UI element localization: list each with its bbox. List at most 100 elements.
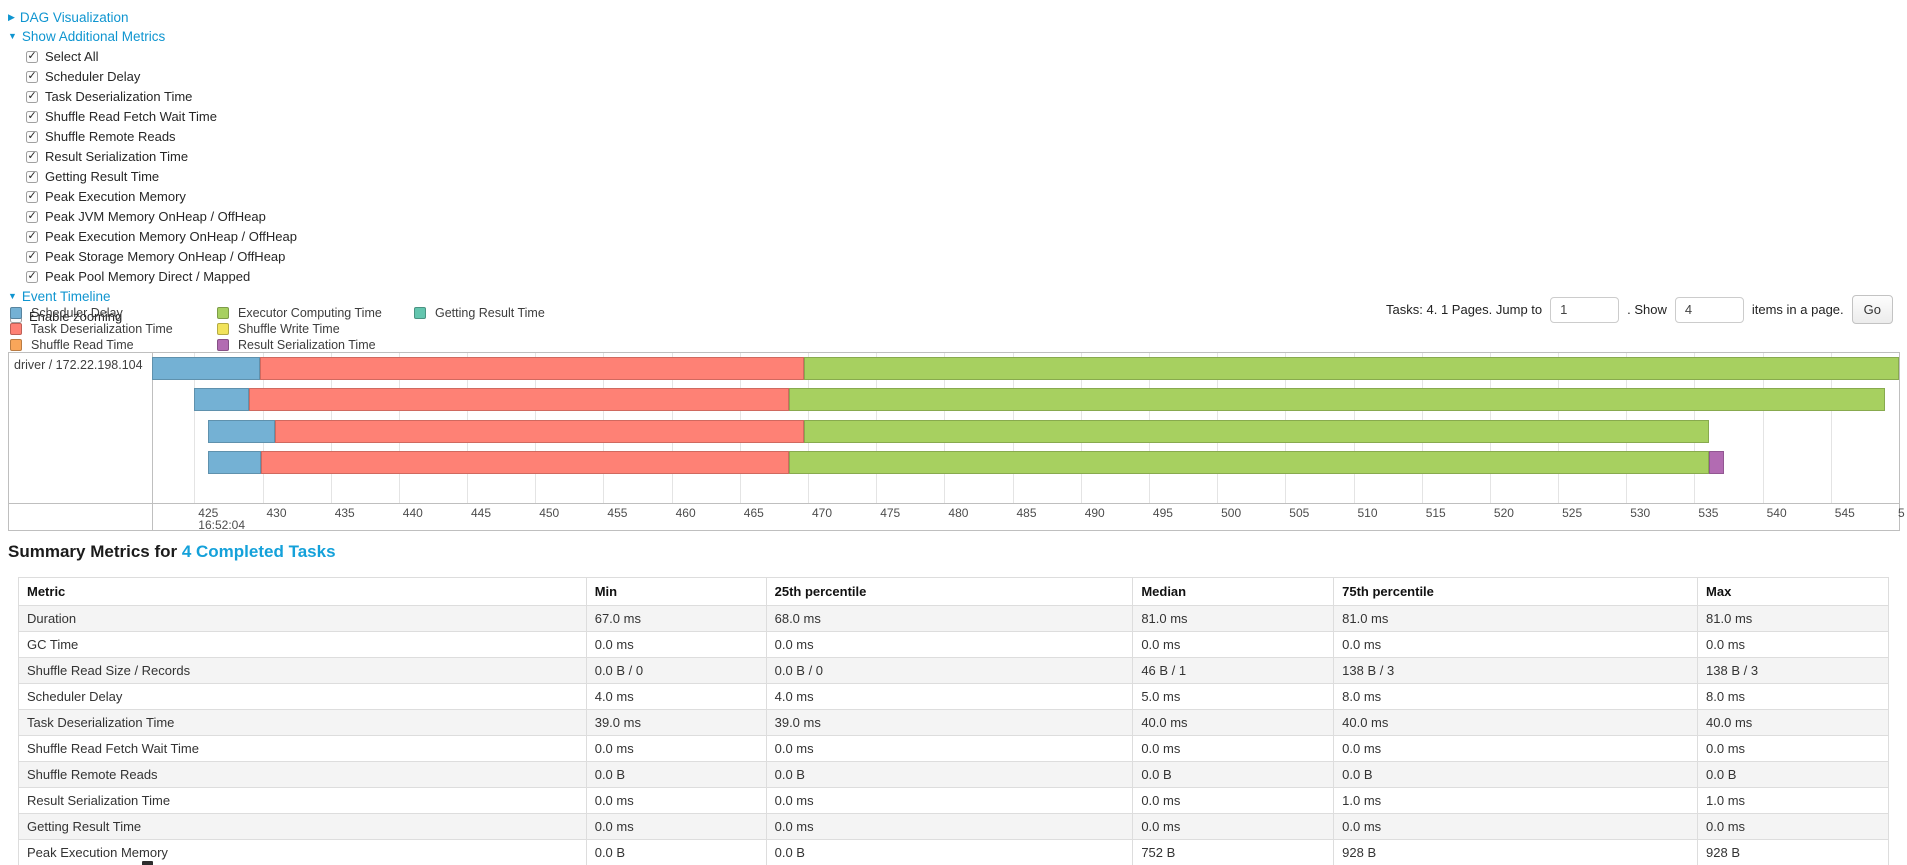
axis-tick-label: 465 [743,506,764,520]
metric-value-cell: 0.0 ms [585,813,767,840]
metric-value-cell: 0.0 ms [585,787,767,814]
metric-checkbox[interactable] [26,149,38,163]
go-button[interactable]: Go [1851,295,1893,324]
task-bar-segment-scheduler_delay [194,388,249,411]
legend-entry: Shuffle Write Time [217,322,392,336]
gridline [194,353,196,503]
task-pagination: Tasks: 4. 1 Pages. Jump to . Show items … [1386,295,1893,324]
metric-name-cell: Shuffle Remote Reads [18,761,587,788]
axis-tick-label: 440 [402,506,423,520]
axis-tick-label: 475 [880,506,901,520]
metric-name-cell: Shuffle Read Size / Records [18,657,587,684]
axis-tick-label: 540 [1766,506,1787,520]
metric-checkbox[interactable] [26,169,38,183]
metric-checkbox[interactable] [26,269,38,283]
legend-entry-label: Shuffle Write Time [238,322,340,336]
metric-checkbox-label: Scheduler Delay [45,69,141,84]
metric-name-cell: Scheduler Delay [18,683,587,710]
metric-checkbox-label: Task Deserialization Time [45,89,193,104]
table-row: Shuffle Remote Reads 0.0 B 0.0 B 0.0 B 0.0 B… [18,761,1889,788]
metric-checkbox[interactable] [26,109,38,123]
legend-column: Getting Result Time [414,306,545,352]
legend-column: Scheduler Delay Task Deserialization Time… [10,306,195,352]
legend-entry: Getting Result Time [414,306,545,320]
metric-checkbox-row: Peak JVM Memory OnHeap / OffHeap [26,209,297,224]
metric-checkbox[interactable] [26,69,38,83]
metric-value-cell: 40.0 ms [1697,709,1889,736]
metric-value-cell: 0.0 ms [1333,631,1699,658]
task-bar-segment-scheduler_delay [207,420,275,443]
table-row: Task Deserialization Time 39.0 ms 39.0 ms 4… [18,709,1889,736]
metric-value-cell: 928 B [1333,839,1699,865]
legend-swatch-icon [10,339,22,351]
metric-value-cell: 0.0 ms [585,735,767,762]
metric-value-cell: 4.0 ms [765,683,1134,710]
task-bar-segment-task_deserialization [261,451,789,474]
metric-checkbox-row: Shuffle Read Fetch Wait Time [26,109,297,124]
items-per-page-input[interactable] [1674,296,1744,323]
metric-checkbox[interactable] [26,129,38,143]
metric-value-cell: 8.0 ms [1333,683,1699,710]
legend-entry: Result Serialization Time [217,338,392,352]
metric-checkbox-row: Shuffle Remote Reads [26,129,297,144]
metric-checkbox-label: Peak JVM Memory OnHeap / OffHeap [45,209,266,224]
table-header-cell: 75th percentile [1333,577,1699,606]
metric-value-cell: 0.0 ms [1333,735,1699,762]
section-event-timeline[interactable]: ▼ Event Timeline [8,289,297,304]
metric-name-cell: GC Time [18,631,587,658]
metric-checkbox[interactable] [26,89,38,103]
metric-checkbox-label: Peak Storage Memory OnHeap / OffHeap [45,249,286,264]
metric-value-cell: 138 B / 3 [1697,657,1889,684]
label-column-divider [152,353,153,530]
completed-tasks-link[interactable]: 4 Completed Tasks [181,542,336,561]
legend-swatch-icon [217,323,229,335]
metric-value-cell: 0.0 ms [1697,735,1889,762]
metric-value-cell: 0.0 ms [1132,813,1335,840]
metric-value-cell: 0.0 B [1132,761,1335,788]
metric-checkbox[interactable] [26,229,38,243]
metric-value-cell: 0.0 B [585,761,767,788]
axis-tick-label: 435 [334,506,355,520]
table-row: Shuffle Read Fetch Wait Time 0.0 ms 0.0 ms… [18,735,1889,762]
metric-value-cell: 39.0 ms [765,709,1134,736]
metric-checkbox-row: Getting Result Time [26,169,297,184]
metric-value-cell: 0.0 B [1697,761,1889,788]
metric-checkbox-label: Getting Result Time [45,169,160,184]
axis-tick-label: 445 [471,506,492,520]
task-bar-segment-executor_computing [788,388,1886,411]
metric-checkbox-row: Peak Execution Memory OnHeap / OffHeap [26,229,297,244]
metric-checkbox-row: Result Serialization Time [26,149,297,164]
metric-value-cell: 0.0 ms [1697,813,1889,840]
legend-entry: Scheduler Delay [10,306,195,320]
metric-value-cell: 81.0 ms [1132,605,1335,632]
event-timeline-chart: driver / 172.22.198.104 425 430 435 440 445 4… [8,352,1905,532]
metric-value-cell: 0.0 B [765,839,1134,865]
axis-separator-line [9,503,1899,504]
metric-checkbox[interactable] [26,49,38,63]
table-header-row: Metric Min 25th percentile Median 75th perce… [18,577,1889,606]
metric-value-cell: 40.0 ms [1132,709,1335,736]
metric-checkbox[interactable] [26,189,38,203]
metric-checkbox[interactable] [26,209,38,223]
legend-entry-label: Shuffle Read Time [31,338,134,352]
metric-value-cell: 0.0 B [1333,761,1699,788]
metric-value-cell: 8.0 ms [1697,683,1889,710]
metric-value-cell: 39.0 ms [585,709,767,736]
metric-checkbox[interactable] [26,249,38,263]
section-show-additional-metrics[interactable]: ▼ Show Additional Metrics [8,29,297,44]
section-dag-visualization[interactable]: ▶ DAG Visualization [8,10,297,25]
heading-prefix: Summary Metrics for [8,542,182,561]
jump-to-page-input[interactable] [1550,296,1620,323]
metric-name-cell: Peak Execution Memory [18,839,587,865]
metric-checkbox-row: Peak Storage Memory OnHeap / OffHeap [26,249,297,264]
axis-tick-label: 495 [1152,506,1173,520]
metric-value-cell: 0.0 ms [765,813,1134,840]
enable-zooming-label: Enable zooming [29,309,123,324]
axis-tick-label: 510 [1357,506,1378,520]
legend-entry-label: Task Deserialization Time [31,322,173,336]
task-bar-segment-scheduler_delay [207,451,262,474]
metric-value-cell: 68.0 ms [765,605,1134,632]
task-bar-segment-executor_computing [788,451,1710,474]
axis-tick-label: 425 [198,506,219,520]
